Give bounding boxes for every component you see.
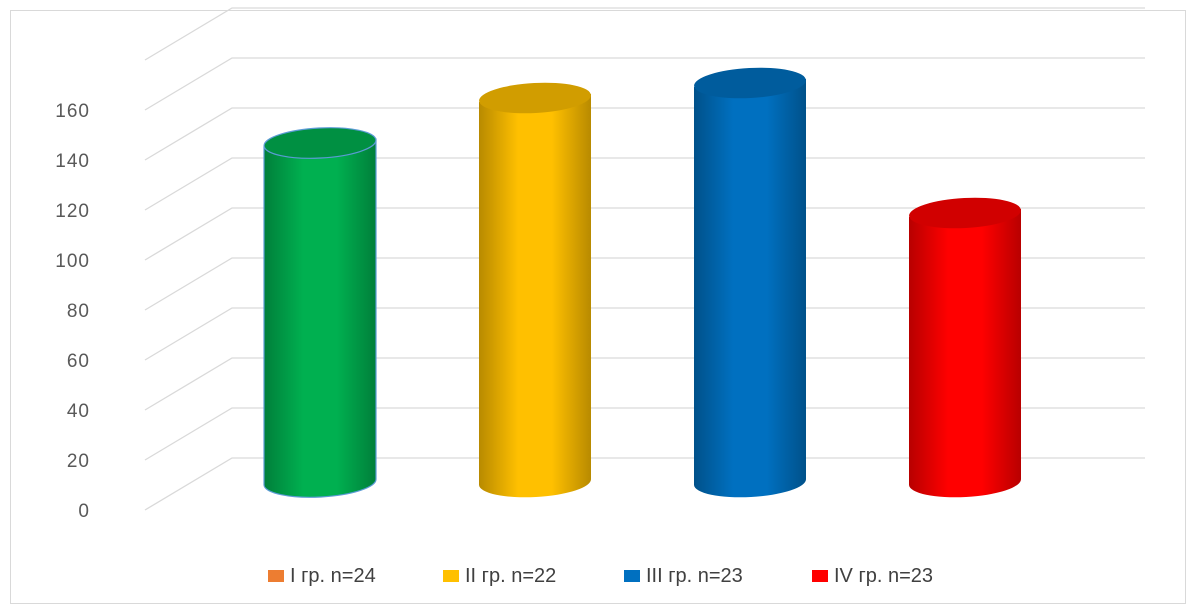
gridline [144,407,1145,461]
y-tick-label: 140 [55,151,90,172]
legend-item-3: III гр. n=23 [624,560,743,592]
chart-gridlines [144,7,1145,511]
legend-item-4: IV гр. n=23 [812,560,933,592]
bar [694,67,807,498]
y-tick-label: 20 [67,451,90,472]
gridline [144,7,1145,61]
legend-label-1: I гр. n=24 [290,564,376,587]
legend-swatch-2 [443,570,459,582]
bar-body [694,79,807,498]
legend-label-4: IV гр. n=23 [834,564,934,587]
gridline [144,257,1145,311]
bar [479,82,592,498]
bar [909,197,1022,498]
bar-body [263,138,377,498]
legend-label-2: II гр. n=22 [465,564,557,587]
legend-label-3: III гр. n=23 [646,564,743,587]
y-tick-label: 60 [67,351,90,372]
gridline [144,307,1145,361]
y-tick-label: 40 [67,401,90,422]
gridline [144,207,1145,261]
gridline [144,57,1145,111]
y-tick-label: 80 [67,301,90,322]
bar-top [479,82,591,114]
legend-item-2: II гр. n=22 [443,560,556,592]
bar-body [909,209,1022,498]
gridline [144,157,1145,211]
bar-top [909,197,1021,229]
gridline [144,357,1145,411]
bar-top [263,127,377,159]
bar-body [479,94,592,498]
y-tick-label: 160 [55,101,90,122]
legend-swatch-4 [812,570,828,582]
legend-swatch-3 [624,570,640,582]
y-axis-ticks: 0 20 40 60 80 100 120 140 160 [55,101,90,522]
gridline [144,457,1145,511]
y-tick-label: 120 [55,201,90,222]
chart-legend: I гр. n=24 II гр. n=22 III гр. n=23 IV г… [0,560,1198,592]
bar-top [694,67,806,99]
y-tick-label: 100 [55,251,90,272]
chart-bars [263,67,1022,498]
y-tick-label: 0 [78,501,90,522]
chart-plot: 0 20 40 60 80 100 120 140 160 [55,7,1145,522]
bar [263,127,377,498]
gridline [144,107,1145,161]
legend-swatch-1 [268,570,284,582]
legend-item-1: I гр. n=24 [268,560,376,592]
